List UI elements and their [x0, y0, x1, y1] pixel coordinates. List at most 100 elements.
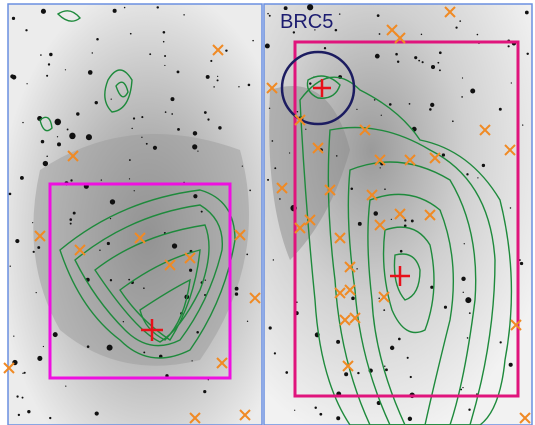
star	[397, 61, 399, 63]
star	[49, 417, 51, 419]
star	[477, 177, 478, 178]
star	[339, 13, 340, 14]
star	[461, 96, 463, 98]
star	[25, 29, 27, 31]
star	[269, 15, 271, 17]
star	[238, 86, 239, 87]
star	[410, 376, 412, 378]
region-label: BRC5	[280, 11, 333, 33]
star	[24, 372, 26, 374]
star	[467, 337, 469, 339]
star	[110, 199, 115, 204]
star	[462, 77, 463, 78]
star	[351, 188, 354, 191]
star	[129, 178, 130, 179]
star	[22, 373, 23, 374]
star	[86, 134, 92, 140]
star	[163, 31, 166, 34]
star	[131, 128, 132, 129]
star	[267, 13, 269, 15]
star	[134, 190, 135, 191]
star	[248, 84, 251, 87]
star	[272, 140, 274, 142]
star	[307, 4, 313, 10]
star	[408, 417, 412, 421]
star	[430, 286, 433, 289]
star	[43, 161, 48, 166]
star	[101, 179, 102, 180]
star	[193, 194, 197, 198]
star	[95, 411, 99, 415]
star	[289, 152, 290, 153]
star	[431, 65, 435, 69]
star	[110, 218, 111, 219]
star	[335, 29, 338, 32]
star	[16, 395, 18, 397]
star	[284, 6, 288, 10]
star	[407, 357, 409, 359]
star	[379, 33, 381, 35]
star	[235, 292, 238, 295]
star	[358, 222, 362, 226]
star	[269, 108, 270, 109]
star	[57, 142, 61, 146]
star	[172, 243, 177, 248]
star	[469, 312, 471, 314]
star	[461, 277, 465, 281]
star	[357, 372, 359, 374]
star	[247, 321, 248, 322]
star	[124, 7, 126, 9]
star	[149, 53, 151, 55]
star	[13, 335, 14, 336]
star	[444, 306, 447, 309]
star	[143, 351, 145, 353]
star	[65, 69, 66, 70]
star	[314, 407, 316, 409]
star	[110, 279, 112, 281]
star	[377, 14, 380, 17]
star	[285, 371, 288, 374]
star	[55, 119, 62, 126]
star	[422, 61, 424, 63]
star	[37, 246, 40, 249]
star	[273, 259, 274, 260]
right-panel	[264, 4, 532, 425]
star	[20, 176, 24, 180]
star	[466, 173, 468, 175]
star	[76, 112, 79, 115]
star	[192, 144, 197, 149]
star	[462, 387, 463, 388]
star	[177, 128, 180, 131]
star	[141, 116, 143, 118]
star	[520, 262, 523, 265]
star	[26, 83, 27, 84]
star	[414, 56, 417, 59]
star	[43, 346, 44, 347]
star	[525, 11, 529, 15]
star	[92, 52, 93, 53]
star	[69, 218, 72, 221]
star	[165, 111, 167, 113]
star	[439, 51, 442, 54]
star	[130, 33, 132, 35]
star	[37, 356, 42, 361]
star	[252, 40, 254, 42]
star	[274, 167, 276, 169]
star	[465, 297, 471, 303]
star	[203, 390, 206, 393]
star	[207, 118, 209, 120]
star	[409, 103, 411, 105]
star	[129, 159, 131, 161]
star	[49, 53, 52, 56]
star	[218, 126, 221, 129]
star	[157, 6, 159, 8]
star	[65, 386, 66, 387]
star	[27, 410, 30, 413]
star	[344, 372, 348, 376]
star	[201, 211, 203, 213]
star	[336, 416, 340, 420]
star	[391, 219, 392, 220]
star	[133, 117, 135, 119]
star	[384, 188, 386, 190]
star	[297, 111, 298, 112]
